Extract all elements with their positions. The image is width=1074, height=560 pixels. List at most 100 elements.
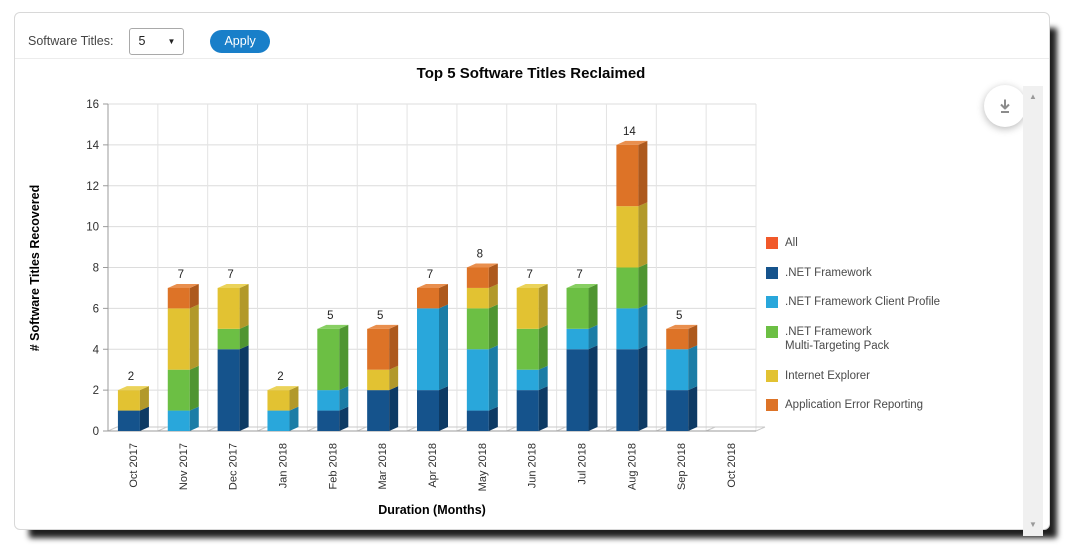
legend-item[interactable]: Internet Explorer	[766, 369, 940, 384]
download-icon	[1000, 99, 1010, 113]
bar-segment[interactable]	[367, 328, 390, 370]
bar-segment[interactable]	[267, 410, 290, 431]
bar-segment[interactable]	[117, 390, 140, 411]
bar-segment-side	[339, 324, 349, 391]
bar-segment-side	[139, 386, 149, 411]
bar-segment[interactable]	[317, 410, 340, 431]
bar-segment-top	[117, 386, 149, 391]
bar-segment-side	[389, 386, 399, 431]
legend-label: Internet Explorer	[785, 369, 871, 382]
bar-segment[interactable]	[417, 287, 439, 309]
bar-segment[interactable]	[616, 349, 639, 431]
bar-segment-side	[688, 345, 698, 391]
bar-segment-side	[638, 263, 648, 309]
bar-segment[interactable]	[566, 287, 589, 329]
scroll-down-icon[interactable]: ▼	[1029, 520, 1037, 529]
floor-diagonal	[556, 426, 566, 432]
bar-segment[interactable]	[466, 308, 489, 350]
bar-segment[interactable]	[466, 410, 489, 431]
legend-item[interactable]: Application Error Reporting	[766, 398, 940, 413]
y-tick-label: 6	[93, 303, 99, 315]
bar-segment[interactable]	[466, 349, 489, 411]
bar-segment-top	[616, 140, 648, 145]
bar-segment-side	[439, 304, 448, 391]
bar-segment[interactable]	[117, 410, 140, 431]
scrollbar[interactable]: ▲ ▼	[1023, 86, 1043, 536]
legend-swatch	[766, 399, 778, 411]
bar-segment[interactable]	[267, 390, 290, 411]
floor-diagonal	[357, 426, 367, 432]
bar-total-label: 5	[377, 310, 383, 322]
legend-item[interactable]: .NET Framework Multi-Targeting Pack	[766, 325, 940, 354]
bar-segment[interactable]	[367, 390, 390, 431]
bar-segment[interactable]	[466, 287, 489, 309]
bar-total-label: 14	[623, 126, 636, 138]
bar-segment-side	[239, 324, 249, 350]
bar-segment-side	[189, 283, 199, 309]
bar-segment-side	[588, 324, 598, 350]
floor-diagonal	[257, 426, 267, 432]
legend-item[interactable]: All	[766, 236, 940, 251]
bar-segment-side	[488, 283, 498, 309]
bar-segment-side	[538, 283, 548, 329]
bar-segment-side	[189, 304, 199, 370]
bar-segment-side	[638, 304, 648, 350]
legend-label: .NET Framework Client Profile	[785, 296, 941, 308]
bar-segment[interactable]	[217, 287, 240, 329]
x-tick-label: Jan 2018	[277, 443, 289, 488]
bar-segment[interactable]	[666, 349, 689, 391]
bar-segment-top	[217, 283, 249, 288]
bar-segment[interactable]	[167, 369, 190, 411]
bar-segment[interactable]	[167, 287, 190, 309]
legend-item[interactable]: .NET Framework	[766, 266, 940, 281]
bar-segment[interactable]	[317, 328, 340, 391]
x-tick-label: Oct 2018	[726, 443, 738, 488]
bar-segment-side	[239, 345, 249, 431]
y-tick-label: 10	[86, 222, 99, 234]
bar-segment[interactable]	[417, 390, 439, 431]
x-tick-label: Feb 2018	[327, 443, 339, 489]
bar-segment[interactable]	[666, 328, 689, 350]
bar-segment[interactable]	[566, 349, 589, 431]
legend-item[interactable]: .NET Framework Client Profile	[766, 295, 940, 310]
bar-segment-side	[289, 386, 299, 411]
bar-segment-top	[516, 283, 548, 288]
bar-segment[interactable]	[516, 390, 539, 431]
bar-segment[interactable]	[666, 390, 689, 431]
bar-segment[interactable]	[217, 328, 240, 350]
x-tick-label: Aug 2018	[626, 443, 638, 490]
scroll-up-icon[interactable]: ▲	[1029, 92, 1037, 101]
bar-segment[interactable]	[167, 410, 190, 431]
bar-segment-side	[638, 202, 648, 268]
bar-segment[interactable]	[217, 349, 240, 431]
download-button[interactable]	[984, 85, 1026, 127]
apply-button[interactable]: Apply	[210, 29, 270, 53]
bar-segment[interactable]	[317, 390, 340, 411]
bar-segment-side	[439, 283, 448, 309]
bar-segment[interactable]	[367, 369, 390, 391]
bar-segment[interactable]	[417, 308, 439, 391]
bar-segment[interactable]	[516, 369, 539, 391]
bar-segment[interactable]	[516, 287, 539, 329]
bar-segment[interactable]	[516, 328, 539, 370]
bar-segment[interactable]	[466, 267, 489, 288]
bar-segment[interactable]	[167, 308, 190, 370]
x-tick-label: Nov 2017	[178, 443, 190, 490]
bar-segment[interactable]	[616, 206, 639, 268]
header-divider	[15, 58, 1049, 59]
software-titles-dropdown[interactable]: 5 ▼	[129, 27, 185, 55]
floor-diagonal	[506, 426, 516, 432]
legend-swatch	[766, 296, 778, 308]
floor-diagonal	[705, 426, 716, 432]
y-tick-label: 0	[93, 426, 99, 438]
bar-segment-side	[588, 283, 598, 329]
x-tick-label: Jun 2018	[527, 443, 539, 488]
bar-segment[interactable]	[616, 308, 639, 350]
bar-segment-side	[389, 365, 399, 391]
bar-segment[interactable]	[616, 144, 639, 207]
chart-card: Software Titles: 5 ▼ Apply Top 5 Softwar…	[14, 12, 1050, 536]
bar-segment-side	[488, 345, 498, 411]
bar-segment[interactable]	[616, 267, 639, 309]
bar-segment[interactable]	[566, 328, 589, 350]
bar-total-label: 7	[227, 269, 233, 281]
